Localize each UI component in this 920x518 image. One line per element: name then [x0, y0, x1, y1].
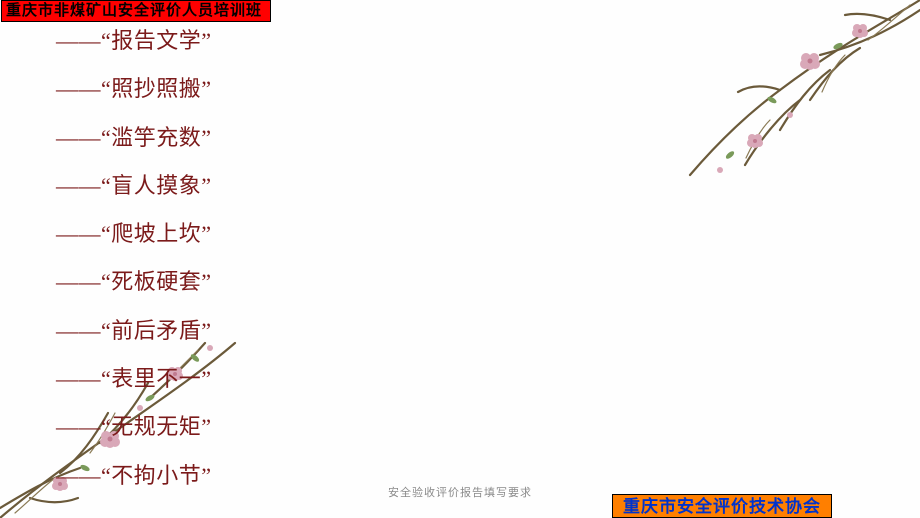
- list-item: ——“表里不一”: [56, 366, 556, 391]
- list-item: ——“爬坡上坎”: [56, 221, 556, 246]
- header-title-box: 重庆市非煤矿山安全评价人员培训班: [1, 0, 271, 22]
- bullet-list: ——“报告文学” ——“照抄照搬” ——“滥竽充数” ——“盲人摸象” ——“爬坡上坎”…: [56, 28, 556, 488]
- header-title: 重庆市非煤矿山安全评价人员培训班: [6, 2, 262, 19]
- slide: 重庆市非煤矿山安全评价人员培训班 ——“报告文学” ——“照抄照搬” ——“滥竽充数…: [0, 0, 920, 518]
- list-item: ——“照抄照搬”: [56, 76, 556, 101]
- footer-org-box: 重庆市安全评价技术协会: [612, 494, 832, 518]
- list-item: ——“报告文学”: [56, 28, 556, 53]
- list-item: ——“无规无矩”: [56, 414, 556, 439]
- footer-caption-text: 安全验收评价报告填写要求: [388, 487, 532, 499]
- list-item: ——“死板硬套”: [56, 269, 556, 294]
- list-item: ——“盲人摸象”: [56, 173, 556, 198]
- footer-org-text: 重庆市安全评价技术协会: [623, 497, 821, 516]
- list-item: ——“滥竽充数”: [56, 125, 556, 150]
- branch-decor-top-right: [660, 0, 920, 200]
- list-item: ——“前后矛盾”: [56, 318, 556, 343]
